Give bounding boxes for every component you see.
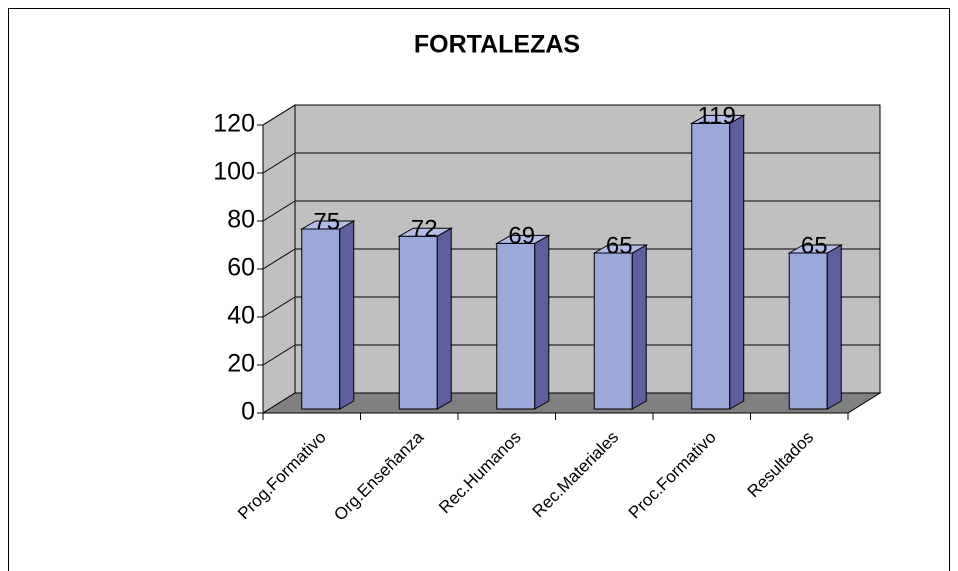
bar: [689, 114, 746, 410]
data-label: 75: [313, 208, 340, 235]
grid-line: [262, 296, 296, 318]
chart-title: FORTALEZAS: [414, 31, 580, 59]
grid-line: [262, 152, 296, 174]
bar: [494, 234, 551, 410]
bar-top: [494, 234, 551, 244]
bar-front: [398, 235, 438, 410]
bar-front: [593, 252, 633, 410]
y-tick-label: 100: [213, 158, 255, 186]
bar-top: [592, 244, 649, 254]
y-tick-label: 60: [227, 254, 255, 282]
y-tick-label: 0: [241, 398, 255, 426]
grid-line: [262, 248, 296, 270]
y-tick-label: 120: [213, 110, 255, 138]
bar-front: [301, 228, 341, 410]
bar-side: [436, 227, 452, 410]
bar-side: [729, 114, 745, 410]
bar-front: [496, 242, 536, 410]
bar-side: [339, 220, 355, 410]
grid-line: [262, 104, 296, 126]
data-label: 72: [411, 216, 438, 243]
y-tick-label: 20: [227, 350, 255, 378]
bar: [787, 244, 844, 410]
data-label: 119: [698, 103, 736, 130]
floor: [261, 392, 882, 414]
bar-side: [826, 244, 842, 410]
bar-front: [788, 252, 828, 410]
y-tick-label: 40: [227, 302, 255, 330]
y-tick-label: 80: [227, 206, 255, 234]
data-label: 65: [801, 232, 828, 259]
bar: [592, 244, 649, 410]
grid-line: [262, 344, 296, 366]
bar-side: [534, 234, 550, 410]
bar: [299, 220, 356, 410]
data-label: 69: [508, 223, 535, 250]
bar-top: [787, 244, 844, 254]
bar-top: [689, 114, 746, 124]
bar-top: [397, 227, 454, 237]
bar: [397, 227, 454, 410]
bar-side: [631, 244, 647, 410]
data-label: 65: [606, 232, 633, 259]
grid-line: [262, 200, 296, 222]
bar-front: [691, 122, 731, 410]
bar-top: [299, 220, 356, 230]
